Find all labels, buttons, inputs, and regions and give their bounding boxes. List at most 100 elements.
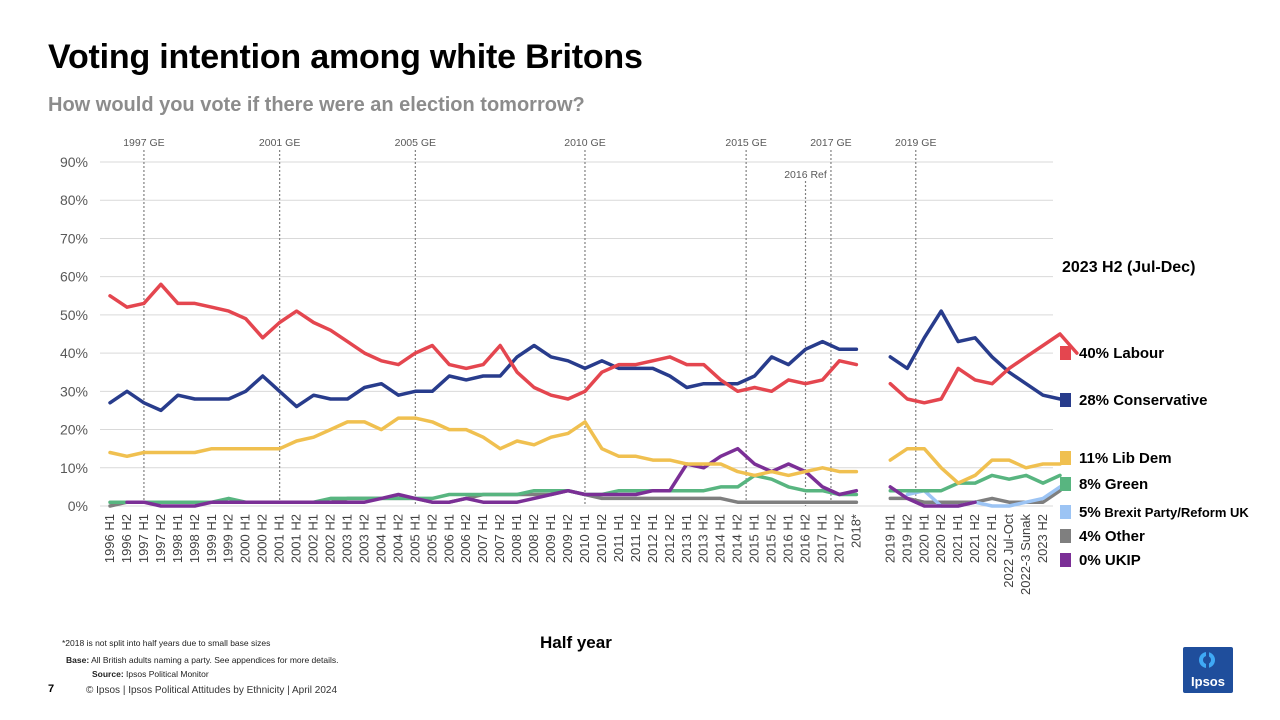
footnote-2018: *2018 is not split into half years due t… bbox=[62, 638, 271, 648]
y-tick-label: 40% bbox=[60, 345, 88, 361]
legend-item-libdem: 11% Lib Dem bbox=[1060, 448, 1172, 468]
x-tick-label: 2017 H2 bbox=[831, 514, 846, 563]
legend-item-conservative: 28% Conservative bbox=[1060, 390, 1207, 410]
y-tick-label: 0% bbox=[68, 498, 88, 514]
x-tick-label: 2001 H2 bbox=[289, 514, 304, 563]
x-tick-label: 2000 H2 bbox=[255, 514, 270, 563]
x-tick-label: 2006 H2 bbox=[458, 514, 473, 563]
source-label: Source: bbox=[92, 669, 124, 679]
series-line-green bbox=[108, 473, 1062, 504]
x-tick-label: 2012 H2 bbox=[662, 514, 677, 563]
y-tick-label: 10% bbox=[60, 460, 88, 476]
y-tick-label: 50% bbox=[60, 307, 88, 323]
x-tick-label: 2005 H2 bbox=[424, 514, 439, 563]
x-tick-label: 2007 H2 bbox=[492, 514, 507, 563]
x-axis-label: Half year bbox=[540, 633, 612, 652]
x-tick-label: 1996 H2 bbox=[119, 514, 134, 563]
ipsos-logo: Ipsos bbox=[1183, 647, 1233, 693]
event-marker-label: 2010 GE bbox=[564, 137, 605, 149]
x-tick-label: 2018* bbox=[848, 514, 863, 548]
x-tick-label: 2001 H1 bbox=[272, 514, 287, 563]
x-tick-label: 2020 H1 bbox=[916, 514, 931, 563]
legend-pct: 5% bbox=[1079, 503, 1101, 521]
legend-label: Brexit Party/Reform UK bbox=[1104, 504, 1249, 520]
series-line-labour bbox=[108, 282, 1079, 405]
legend-pct: 11% bbox=[1079, 449, 1109, 467]
series-line-libdem bbox=[108, 416, 1062, 485]
legend-label: Green bbox=[1104, 475, 1149, 493]
legend-item-green: 8% Green bbox=[1060, 474, 1148, 494]
legend-swatch-ukip bbox=[1060, 553, 1071, 567]
legend-swatch-conservative bbox=[1060, 393, 1071, 407]
x-tick-label: 1999 H2 bbox=[221, 514, 236, 563]
y-tick-label: 70% bbox=[60, 230, 88, 246]
legend-label: Conservative bbox=[1113, 391, 1208, 409]
x-axis-ticks: 1996 H1 1996 H2 1997 H1 1997 H2 1998 H1 1998 … bbox=[102, 514, 1050, 595]
y-tick-label: 90% bbox=[60, 154, 88, 170]
page-title: Voting intention among white Britons bbox=[48, 38, 643, 76]
x-tick-label: 1997 H2 bbox=[153, 514, 168, 563]
legend-item-other: 4% Other bbox=[1060, 526, 1145, 546]
x-tick-label: 2008 H2 bbox=[526, 514, 541, 563]
series-lines bbox=[108, 282, 1079, 508]
legend-swatch-other bbox=[1060, 529, 1071, 543]
legend-title: 2023 H2 (Jul-Dec) bbox=[1062, 259, 1196, 276]
x-tick-label: 2002 H1 bbox=[306, 514, 321, 563]
x-tick-label: 2023 H2 bbox=[1035, 514, 1050, 563]
x-tick-label: 2003 H1 bbox=[339, 514, 354, 563]
x-tick-label: 2015 H1 bbox=[747, 514, 762, 563]
y-tick-label: 30% bbox=[60, 383, 88, 399]
legend-pct: 0% bbox=[1079, 551, 1101, 569]
legend-label: Labour bbox=[1113, 344, 1165, 362]
x-tick-label: 2021 H2 bbox=[967, 514, 982, 563]
x-tick-label: 2004 H1 bbox=[373, 514, 388, 563]
x-tick-label: 2009 H2 bbox=[560, 514, 575, 563]
x-tick-label: 2008 H1 bbox=[509, 514, 524, 563]
legend-item-labour: 40% Labour bbox=[1060, 343, 1164, 363]
x-tick-label: 2016 H1 bbox=[781, 514, 796, 563]
x-tick-label: 2013 H1 bbox=[679, 514, 694, 563]
x-tick-label: 2010 H1 bbox=[577, 514, 592, 563]
x-tick-label: 2021 H1 bbox=[950, 514, 965, 563]
legend-pct: 28% bbox=[1079, 391, 1110, 409]
x-tick-label: 2022 H1 bbox=[984, 514, 999, 563]
legend-swatch-brexit bbox=[1060, 505, 1071, 519]
x-tick-label: 2022 Jul-Oct bbox=[1001, 514, 1016, 588]
legend-swatch-green bbox=[1060, 477, 1071, 491]
legend-label: UKIP bbox=[1104, 551, 1141, 569]
legend-item-ukip: 0% UKIP bbox=[1060, 550, 1141, 570]
x-tick-label: 2003 H2 bbox=[356, 514, 371, 563]
x-tick-label: 2014 H2 bbox=[730, 514, 745, 563]
y-tick-label: 60% bbox=[60, 269, 88, 285]
x-tick-label: 2013 H2 bbox=[696, 514, 711, 563]
legend-pct: 8% bbox=[1079, 475, 1101, 493]
event-marker-label: 2015 GE bbox=[725, 137, 766, 149]
x-tick-label: 2004 H2 bbox=[390, 514, 405, 563]
base-text: All British adults naming a party. See a… bbox=[91, 655, 339, 665]
legend-label: Lib Dem bbox=[1112, 449, 1172, 467]
page-number: 7 bbox=[48, 683, 55, 695]
page-subtitle: How would you vote if there were an elec… bbox=[48, 94, 585, 116]
x-tick-label: 1998 H1 bbox=[170, 514, 185, 563]
x-tick-label: 2007 H1 bbox=[475, 514, 490, 563]
event-marker-label: 2005 GE bbox=[395, 137, 436, 149]
x-tick-label: 2014 H1 bbox=[713, 514, 728, 563]
event-marker-label: 1997 GE bbox=[123, 137, 164, 149]
event-marker-label: 2019 GE bbox=[895, 137, 936, 149]
y-tick-label: 20% bbox=[60, 422, 88, 438]
legend-swatch-libdem bbox=[1060, 451, 1071, 465]
x-tick-label: 1998 H2 bbox=[187, 514, 202, 563]
legend-item-brexit: 5% Brexit Party/Reform UK bbox=[1060, 502, 1249, 522]
x-tick-label: 2019 H1 bbox=[882, 514, 897, 563]
series-line-conservative bbox=[108, 309, 1062, 413]
x-tick-label: 2016 H2 bbox=[798, 514, 813, 563]
x-tick-label: 2011 H1 bbox=[611, 514, 626, 562]
footnote-source: Source: Ipsos Political Monitor bbox=[92, 669, 209, 679]
x-tick-label: 2019 H2 bbox=[899, 514, 914, 563]
x-tick-label: 2010 H2 bbox=[594, 514, 609, 563]
x-tick-label: 2015 H2 bbox=[764, 514, 779, 563]
legend-pct: 40% bbox=[1079, 344, 1110, 362]
legend-swatch-labour bbox=[1060, 346, 1071, 360]
series-line-brexit bbox=[905, 485, 1062, 508]
